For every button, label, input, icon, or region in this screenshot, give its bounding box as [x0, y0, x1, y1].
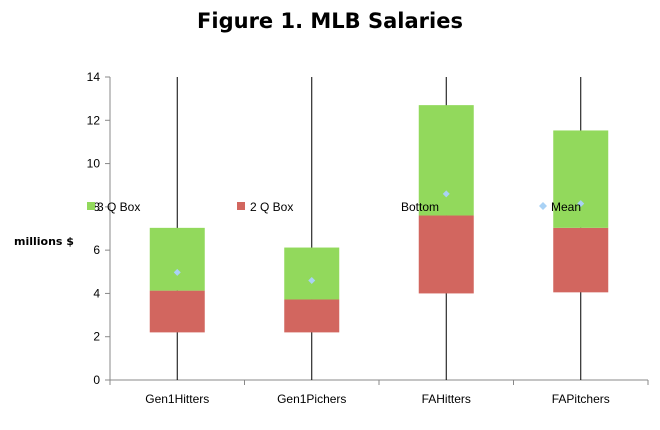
y-tick-label: 14: [87, 70, 101, 84]
legend-label: Mean: [551, 200, 581, 214]
legend-label: 2 Q Box: [250, 200, 293, 214]
category-label: Gen1Hitters: [145, 392, 209, 406]
category-label: Gen1Pichers: [277, 392, 346, 406]
q2-box-bar: [553, 227, 609, 293]
q2-box-bar: [418, 215, 474, 294]
legend-label: 3 Q Box: [97, 200, 140, 214]
y-tick-label: 0: [93, 373, 100, 387]
y-tick-label: 12: [87, 113, 101, 127]
category-label: FAPitchers: [552, 392, 610, 406]
y-tick-label: 10: [87, 157, 101, 171]
chart-title: Figure 1. MLB Salaries: [197, 9, 463, 33]
y-tick-label: 6: [93, 243, 100, 257]
blue-diamond-icon: [539, 202, 547, 210]
red-square-icon: [237, 202, 245, 210]
mean-marker: [442, 190, 450, 198]
y-tick-label: 8: [93, 200, 100, 214]
q3-box-bar: [418, 105, 474, 216]
green-square-icon: [87, 202, 95, 210]
chart-legend: 3 Q Box 2 Q Box Bottom Mean: [87, 200, 581, 214]
q3-box-bar: [149, 227, 205, 291]
category-label: FAHitters: [422, 392, 471, 406]
mean-marker: [173, 268, 181, 276]
legend-label: Bottom: [401, 200, 439, 214]
y-axis-label: millions $: [14, 235, 74, 248]
y-tick-label: 2: [93, 330, 100, 344]
q2-box-bar: [149, 290, 205, 333]
y-tick-label: 4: [93, 286, 100, 300]
q2-box-bar: [284, 299, 340, 333]
plot-area: 0 2 4 6 8 10 12 14 Gen1Hitters Gen1Pichers FAHitte…: [87, 70, 649, 406]
q3-box-bar: [284, 247, 340, 300]
q3-box-bar: [553, 130, 609, 228]
mean-marker: [308, 276, 316, 284]
mean-marker: [577, 200, 585, 208]
